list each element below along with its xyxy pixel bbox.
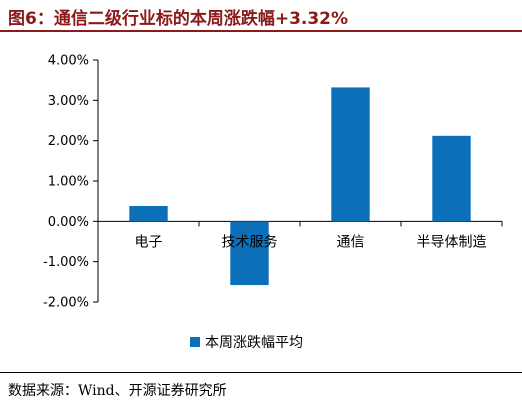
bar-layer: [129, 87, 471, 286]
label-layer: -2.00% -1.00% 0.00% 1.00% 2.00% 3.00% 4.00% 电子 技…: [43, 54, 487, 311]
legend: 本周涨跌幅平均: [190, 335, 303, 351]
bar-chart: -2.00% -1.00% 0.00% 1.00% 2.00% 3.00% 4.00% 电子 技…: [43, 54, 503, 351]
y-tick-label: 2.00%: [48, 134, 89, 149]
x-category-label: 技术服务: [222, 234, 278, 250]
y-tick-label: -1.00%: [43, 255, 89, 270]
bar: [432, 135, 471, 222]
bar: [331, 87, 370, 222]
legend-label: 本周涨跌幅平均: [205, 335, 303, 351]
bar: [129, 206, 168, 222]
title-divider: [0, 30, 522, 32]
chart-title: 图6：通信二级行业标的本周涨跌幅+3.32%: [8, 9, 349, 29]
footer-divider: [0, 372, 522, 373]
x-category-label: 通信: [337, 234, 365, 250]
legend-swatch: [190, 337, 200, 347]
y-tick-label: 0.00%: [48, 215, 89, 230]
y-tick-label: 3.00%: [48, 94, 89, 109]
y-tick-label: -2.00%: [43, 296, 89, 311]
y-tick-label: 1.00%: [48, 175, 89, 190]
x-category-label: 电子: [135, 234, 163, 250]
y-tick-label: 4.00%: [48, 54, 89, 69]
x-category-label: 半导体制造: [417, 234, 487, 250]
source-note: 数据来源：Wind、开源证券研究所: [8, 383, 227, 399]
bar: [230, 221, 269, 286]
